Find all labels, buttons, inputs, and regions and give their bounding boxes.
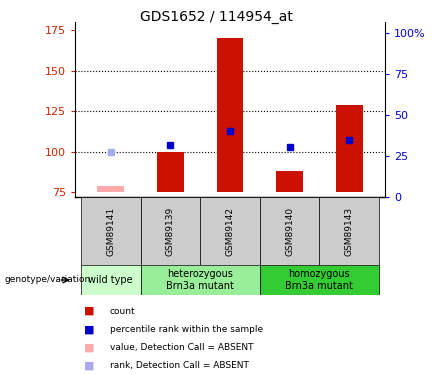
Text: GSM89140: GSM89140: [285, 206, 294, 256]
Text: GSM89142: GSM89142: [226, 207, 235, 255]
Bar: [260, 265, 379, 295]
Bar: [81, 197, 141, 265]
Bar: [336, 105, 363, 192]
Bar: [81, 265, 141, 295]
Bar: [200, 197, 260, 265]
Text: value, Detection Call = ABSENT: value, Detection Call = ABSENT: [110, 343, 253, 352]
Text: GSM89141: GSM89141: [106, 206, 115, 256]
Text: count: count: [110, 307, 135, 316]
Bar: [157, 152, 184, 192]
Bar: [260, 197, 320, 265]
Text: homozygous
Brn3a mutant: homozygous Brn3a mutant: [285, 269, 353, 291]
Bar: [97, 186, 124, 192]
Text: GSM89139: GSM89139: [166, 206, 175, 256]
Text: percentile rank within the sample: percentile rank within the sample: [110, 325, 263, 334]
Text: rank, Detection Call = ABSENT: rank, Detection Call = ABSENT: [110, 362, 249, 370]
Text: GSM89143: GSM89143: [345, 206, 354, 256]
Bar: [141, 197, 200, 265]
Text: ■: ■: [84, 343, 94, 352]
Text: wild type: wild type: [88, 275, 133, 285]
Text: GDS1652 / 114954_at: GDS1652 / 114954_at: [140, 10, 293, 24]
Bar: [141, 265, 260, 295]
Bar: [320, 197, 379, 265]
Text: genotype/variation: genotype/variation: [4, 276, 90, 285]
Text: ■: ■: [84, 306, 94, 316]
Text: heterozygous
Brn3a mutant: heterozygous Brn3a mutant: [166, 269, 234, 291]
Text: ■: ■: [84, 324, 94, 334]
Text: ■: ■: [84, 361, 94, 371]
Bar: [276, 171, 303, 192]
Bar: [216, 38, 243, 192]
